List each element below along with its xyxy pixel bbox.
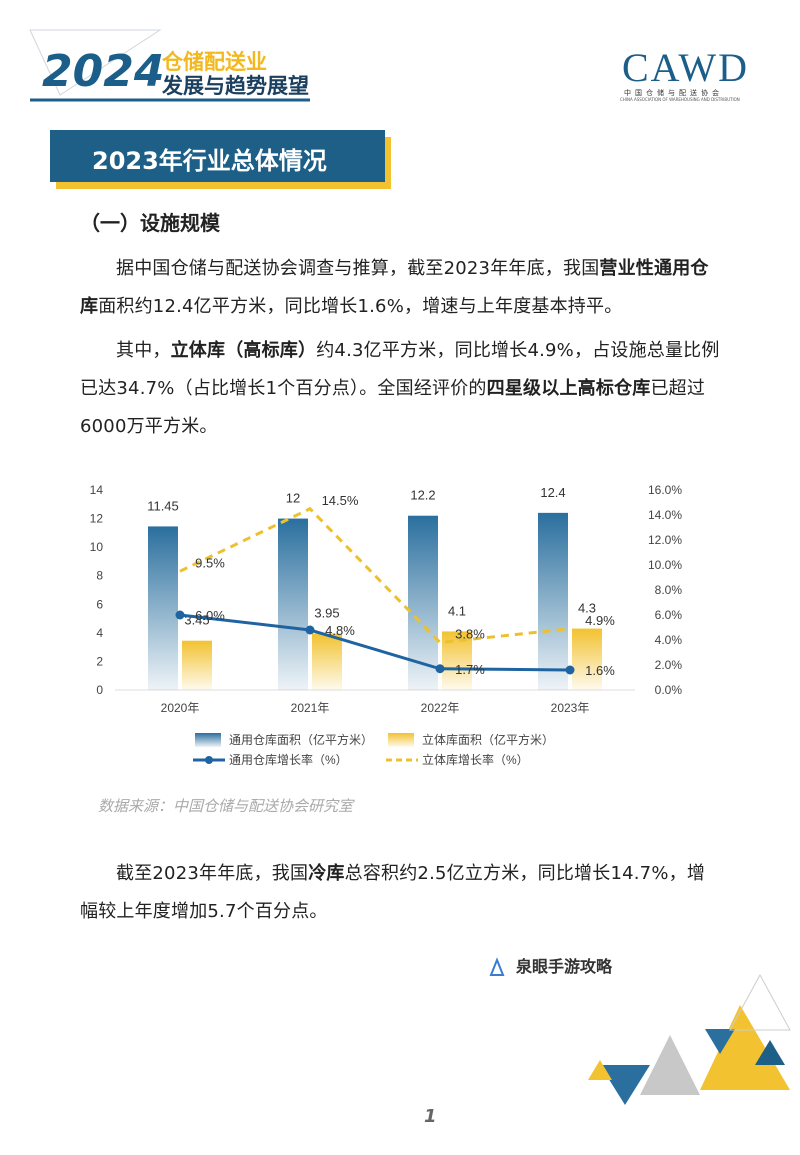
y-tick-label: 8: [96, 569, 103, 583]
header-line1: 仓储配送业: [162, 50, 267, 74]
x-tick-label: 2020年: [161, 701, 200, 715]
page-number: 1: [424, 1106, 437, 1127]
bar: [182, 640, 212, 690]
line: [179, 613, 571, 672]
line-value-label: 14.5%: [322, 493, 359, 508]
bar-value-label: 4.1: [448, 603, 466, 618]
line-value-label: 1.7%: [455, 662, 485, 677]
tri: [588, 1060, 612, 1080]
line-value-label: 3.8%: [455, 627, 485, 642]
x-tick-label: 2023年: [551, 701, 590, 715]
bar-value-label: 11.45: [147, 498, 179, 513]
line: [179, 506, 571, 645]
header-year: 2024: [42, 46, 165, 97]
legend-label: 立体库增长率（%）: [422, 752, 529, 767]
text: 截至2023年年底，我国: [116, 863, 309, 884]
x-tick-label: 2022年: [421, 701, 460, 715]
logo-cn: 中国仓储与配送协会: [624, 89, 723, 97]
tri: [705, 1029, 735, 1054]
section-bar: [50, 130, 385, 182]
text: 据中国仓储与配送协会调查与推算，截至2023年年底，我国: [116, 258, 600, 279]
tri: [700, 1005, 790, 1090]
legend-swatch: [205, 756, 213, 764]
y-tick-label: 10: [90, 540, 104, 554]
y-tick-label: 4: [96, 626, 103, 640]
legend-swatch: [195, 733, 221, 747]
y2-tick-label: 8.0%: [655, 583, 683, 597]
bold-text: 立体库（高标库）: [170, 340, 317, 361]
y2-tick-label: 12.0%: [648, 533, 682, 547]
paragraph: 截至2023年年底，我国冷库总容积约2.5亿立方米，同比增长14.7%，增幅较上…: [80, 855, 720, 931]
chart: 0 2 4 6 8 10 12 14 0.0% 2.0% 4.0% 6.0% 8.0% 10.0% 12.0…: [90, 483, 683, 767]
point: [175, 610, 185, 620]
bar: [572, 628, 602, 690]
bold-text: 四星级以上高标仓库: [486, 378, 651, 399]
y-tick-label: 6: [96, 597, 103, 611]
source: 数据来源：中国仓储与配送协会研究室: [98, 797, 354, 815]
y2-tick-label: 0.0%: [655, 683, 683, 697]
watermark: 泉眼手游攻略: [516, 957, 613, 976]
bar: [312, 633, 342, 690]
y-tick-label: 0: [96, 683, 103, 697]
y2-tick-label: 4.0%: [655, 633, 683, 647]
point: [435, 664, 445, 674]
text: 约4.3亿平方米，同比增长4.9%，占设施总量比例已达34.7%（占比增长1个百…: [80, 340, 720, 399]
tri: [600, 1065, 650, 1105]
bar: [278, 518, 308, 690]
bar-value-label: 4.3: [578, 601, 596, 616]
line-value-label: 4.9%: [585, 613, 615, 628]
point: [305, 625, 315, 635]
bar: [538, 512, 568, 690]
paragraph: 其中，立体库（高标库）约4.3亿平方米，同比增长4.9%，占设施总量比例已达34…: [80, 332, 720, 446]
paragraph: 据中国仓储与配送协会调查与推算，截至2023年年底，我国营业性通用仓库面积约12…: [80, 250, 720, 326]
text: 已超过6000万平方米。: [80, 378, 706, 437]
y2-tick-label: 14.0%: [648, 508, 682, 522]
bar-value-label: 12: [286, 491, 300, 506]
y-tick-label: 14: [90, 483, 104, 497]
tri: [640, 1035, 700, 1095]
bar-value-label: 12.2: [410, 488, 435, 503]
legend-label: 通用仓库面积（亿平方米）: [229, 732, 373, 747]
line-value-label: 9.5%: [195, 555, 225, 570]
legend-swatch: [388, 733, 414, 747]
bar-value-label: 3.95: [314, 606, 339, 621]
bold-text: 营业性通用仓库: [80, 258, 709, 317]
watermark-icon: [489, 957, 505, 976]
y-tick-label: 2: [96, 654, 103, 668]
x-tick-label: 2021年: [291, 701, 330, 715]
point: [565, 665, 575, 675]
text: 面积约12.4亿平方米，同比增长1.6%，增速与上年度基本持平。: [98, 296, 623, 317]
logo: CAWD: [622, 45, 750, 90]
y2-tick-label: 16.0%: [648, 483, 682, 497]
text: 总容积约2.5亿立方米，同比增长14.7%，增幅较上年度增加5.7个百分点。: [80, 863, 706, 922]
y2-tick-label: 10.0%: [648, 558, 682, 572]
line-value-label: 6.0%: [195, 608, 225, 623]
y2-tick-label: 6.0%: [655, 608, 683, 622]
bar: [148, 526, 178, 690]
header-line2: 发展与趋势展望: [162, 74, 309, 98]
legend-label: 通用仓库增长率（%）: [229, 752, 348, 767]
y-tick-label: 12: [90, 512, 104, 526]
tri: [729, 973, 791, 1031]
header-triangle: [29, 29, 162, 96]
tri: [755, 1040, 785, 1065]
text: 其中，: [116, 340, 171, 361]
line-value-label: 1.6%: [585, 663, 615, 678]
section-title: 2023年行业总体情况: [92, 147, 327, 175]
bold-text: 冷库: [308, 863, 345, 884]
y2-tick-label: 2.0%: [655, 658, 683, 672]
line-value-label: 4.8%: [325, 623, 355, 638]
legend-label: 立体库面积（亿平方米）: [422, 732, 554, 747]
bar-value-label: 12.4: [540, 485, 565, 500]
logo-en: CHINA ASSOCIATION OF WAREHOUSING AND DIS…: [620, 97, 740, 102]
subsection-title: （一）设施规模: [80, 211, 220, 235]
